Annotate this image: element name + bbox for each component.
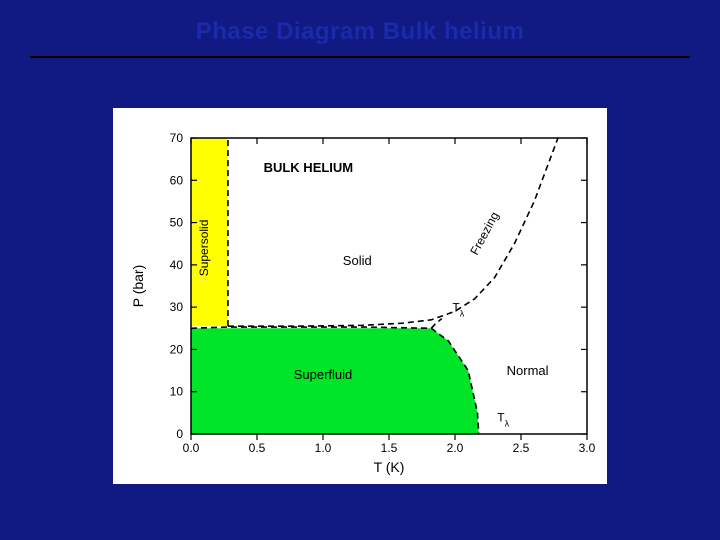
svg-text:30: 30 xyxy=(170,300,184,314)
slide-title: Phase Diagram Bulk helium xyxy=(196,18,525,45)
svg-text:Supersolid: Supersolid xyxy=(197,220,211,277)
phase-diagram-chart: 0.0 0.5 1.0 1.5 2.0 2.5 3.0 0 10 20 30 40 50 60 70 T (K… xyxy=(113,108,607,484)
svg-text:2.5: 2.5 xyxy=(513,441,530,455)
chart-panel: 0.0 0.5 1.0 1.5 2.0 2.5 3.0 0 10 20 30 40 50 60 70 T (K… xyxy=(113,108,607,484)
svg-text:P (bar): P (bar) xyxy=(130,265,146,308)
svg-text:BULK HELIUM: BULK HELIUM xyxy=(264,160,354,175)
svg-text:20: 20 xyxy=(170,342,184,356)
svg-text:Freezing: Freezing xyxy=(467,209,501,257)
svg-text:1.5: 1.5 xyxy=(381,441,398,455)
svg-text:Solid: Solid xyxy=(343,253,372,268)
svg-text:T (K): T (K) xyxy=(374,459,405,475)
svg-text:0.0: 0.0 xyxy=(183,441,200,455)
slide: { "slide": { "background": "#111a82", "t… xyxy=(0,0,720,540)
svg-text:1.0: 1.0 xyxy=(315,441,332,455)
svg-text:Tλ: Tλ xyxy=(452,300,464,318)
svg-text:Tλ: Tλ xyxy=(497,410,509,428)
svg-text:70: 70 xyxy=(170,131,184,145)
svg-text:0.5: 0.5 xyxy=(249,441,266,455)
svg-text:40: 40 xyxy=(170,258,184,272)
svg-text:Superfluid: Superfluid xyxy=(294,367,353,382)
svg-text:3.0: 3.0 xyxy=(579,441,596,455)
svg-text:Normal: Normal xyxy=(507,363,549,378)
title-underline xyxy=(30,56,690,58)
svg-text:10: 10 xyxy=(170,385,184,399)
svg-text:0: 0 xyxy=(176,427,183,441)
svg-text:50: 50 xyxy=(170,216,184,230)
title-bar: Phase Diagram Bulk helium xyxy=(0,18,720,46)
svg-text:2.0: 2.0 xyxy=(447,441,464,455)
svg-text:60: 60 xyxy=(170,173,184,187)
